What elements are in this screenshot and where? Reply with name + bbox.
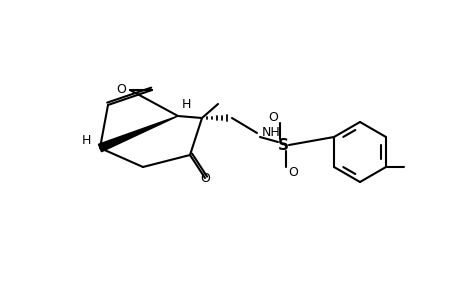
Text: H: H — [81, 134, 90, 146]
Text: NH: NH — [262, 126, 280, 139]
Text: S: S — [277, 137, 288, 152]
Text: O: O — [116, 82, 126, 95]
Text: O: O — [287, 167, 297, 179]
Polygon shape — [98, 116, 178, 152]
Text: O: O — [268, 110, 277, 124]
Text: H: H — [181, 98, 190, 110]
Text: O: O — [200, 172, 209, 184]
